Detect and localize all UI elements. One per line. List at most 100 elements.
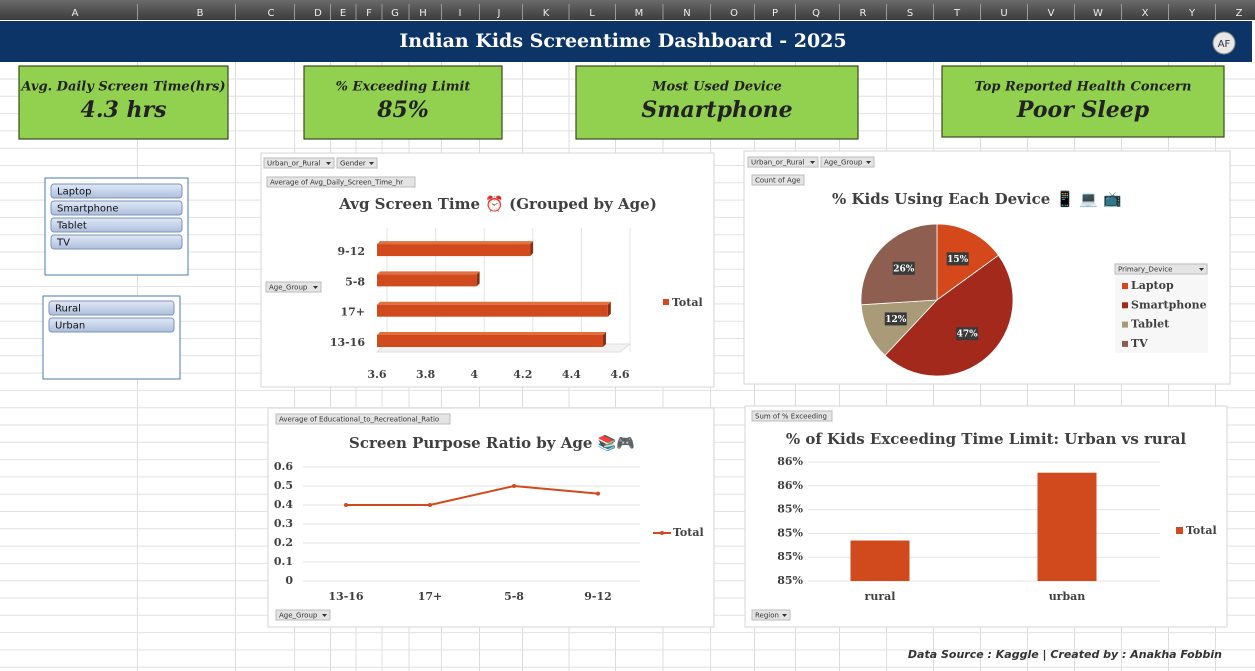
y-tick-label: 85% xyxy=(777,503,803,516)
x-tick-label: 9-12 xyxy=(584,590,612,603)
legend-marker xyxy=(660,531,664,535)
field-button-label[interactable]: Urban_or_Rural xyxy=(267,160,320,168)
legend-swatch xyxy=(1122,340,1128,347)
slicer-button[interactable] xyxy=(50,234,183,250)
legend-label: Total xyxy=(673,526,704,539)
field-button[interactable] xyxy=(751,410,833,422)
legend-label: Smartphone xyxy=(1131,298,1207,311)
field-button-label[interactable]: Count of Age xyxy=(755,177,801,185)
dropdown-arrow[interactable] xyxy=(322,614,327,617)
data-label: 15% xyxy=(947,255,969,265)
field-button[interactable] xyxy=(747,156,819,168)
y-tick-label: 0.3 xyxy=(274,517,293,530)
column-letter: Q xyxy=(812,8,820,19)
column-letter: X xyxy=(1142,8,1149,19)
footer: Data Source : Kaggle | Created by : Anak… xyxy=(908,648,1222,661)
y-tick-label: 0.1 xyxy=(274,555,293,568)
slicer-item[interactable]: Urban xyxy=(55,321,85,332)
dropdown-arrow[interactable] xyxy=(782,614,787,617)
column-letter: G xyxy=(391,8,399,19)
slicer-button[interactable] xyxy=(50,200,183,216)
column-letter: T xyxy=(953,8,961,19)
field-button-label[interactable]: Region xyxy=(755,612,779,620)
field-button-label[interactable]: Age_Group xyxy=(269,284,308,292)
legend-swatch xyxy=(1122,321,1128,328)
field-button[interactable] xyxy=(265,281,322,293)
kpi-card xyxy=(575,65,859,140)
bar-side xyxy=(607,301,611,317)
column-letter: K xyxy=(543,8,550,19)
column-letter: Z xyxy=(1236,8,1243,19)
column-letter: S xyxy=(907,8,913,19)
field-button-label[interactable]: Primary_Device xyxy=(1118,266,1173,274)
field-button[interactable] xyxy=(820,156,875,168)
field-button[interactable] xyxy=(336,157,378,169)
bar xyxy=(377,335,603,347)
data-label: 47% xyxy=(957,330,979,340)
line-point xyxy=(596,491,600,496)
slicer-item[interactable]: Laptop xyxy=(57,187,91,198)
slicer-button[interactable] xyxy=(48,317,175,333)
chart-title: Screen Purpose Ratio by Age 📚🎮 xyxy=(349,434,635,452)
field-button[interactable] xyxy=(1114,263,1208,275)
data-label-bg xyxy=(884,312,907,326)
bar-side xyxy=(476,271,480,287)
field-button[interactable] xyxy=(751,174,805,186)
column-letter: I xyxy=(459,8,462,19)
line-point xyxy=(344,503,348,507)
field-button[interactable] xyxy=(263,157,335,169)
field-button-label[interactable]: Age_Group xyxy=(824,159,863,167)
field-button[interactable] xyxy=(266,176,416,188)
column-letter: H xyxy=(419,8,427,19)
bar-side xyxy=(602,332,606,347)
data-label-bg xyxy=(956,327,979,341)
legend-swatch xyxy=(1122,283,1128,289)
slicer-item[interactable]: Rural xyxy=(55,304,81,315)
field-button[interactable] xyxy=(751,609,791,621)
slicer-button[interactable] xyxy=(50,217,183,233)
y-tick-label: 0.5 xyxy=(274,479,293,492)
dropdown-arrow[interactable] xyxy=(1199,268,1204,271)
slicer-item[interactable]: TV xyxy=(56,238,70,249)
field-button-label[interactable]: Average of Educational_to_Recreational_R… xyxy=(279,416,439,424)
column-letter: V xyxy=(1048,8,1055,19)
avatar xyxy=(1212,31,1236,55)
pie-slice xyxy=(884,254,1014,377)
column-letter: R xyxy=(860,8,867,19)
field-button-label[interactable]: Gender xyxy=(340,160,366,168)
legend-box xyxy=(1115,263,1208,353)
slicer-item[interactable]: Smartphone xyxy=(57,204,119,215)
column-letter: C xyxy=(268,8,275,19)
kpi-value: Poor Sleep xyxy=(1016,97,1150,123)
legend-label: TV xyxy=(1131,337,1148,350)
legend-swatch xyxy=(663,299,669,305)
field-button-label[interactable]: Average of Avg_Daily_Screen_Time_hr xyxy=(270,179,403,187)
slicer-button[interactable] xyxy=(50,183,183,199)
y-tick-label: 86% xyxy=(777,479,803,492)
slicer-item[interactable]: Tablet xyxy=(56,221,87,232)
field-button-label[interactable]: Sum of % Exceeding xyxy=(755,413,827,421)
kpi-card xyxy=(18,65,229,140)
chart-title: % Kids Using Each Device 📱 💻 📺 xyxy=(832,190,1122,208)
slicer-button[interactable] xyxy=(48,300,175,316)
data-label-bg xyxy=(892,261,915,275)
dropdown-arrow[interactable] xyxy=(326,162,331,165)
x-tick-label: 3.6 xyxy=(367,368,386,381)
column-letter: A xyxy=(72,8,79,19)
legend-label: Total xyxy=(1186,524,1217,537)
x-tick-label: rural xyxy=(865,590,896,603)
dropdown-arrow[interactable] xyxy=(369,162,374,165)
field-button-label[interactable]: Urban_or_Rural xyxy=(751,159,804,167)
x-tick-label: 5-8 xyxy=(504,590,524,603)
dropdown-arrow[interactable] xyxy=(313,286,318,289)
dropdown-arrow[interactable] xyxy=(866,161,871,164)
bar xyxy=(1037,472,1097,581)
dropdown-arrow[interactable] xyxy=(810,161,815,164)
field-button[interactable] xyxy=(275,413,451,425)
kpi-label: Avg. Daily Screen Time(hrs) xyxy=(19,80,225,95)
chart-title: Avg Screen Time ⏰ (Grouped by Age) xyxy=(338,194,657,213)
field-button-label[interactable]: Age_Group xyxy=(279,612,318,620)
field-button[interactable] xyxy=(275,609,331,621)
line-point xyxy=(428,503,432,507)
